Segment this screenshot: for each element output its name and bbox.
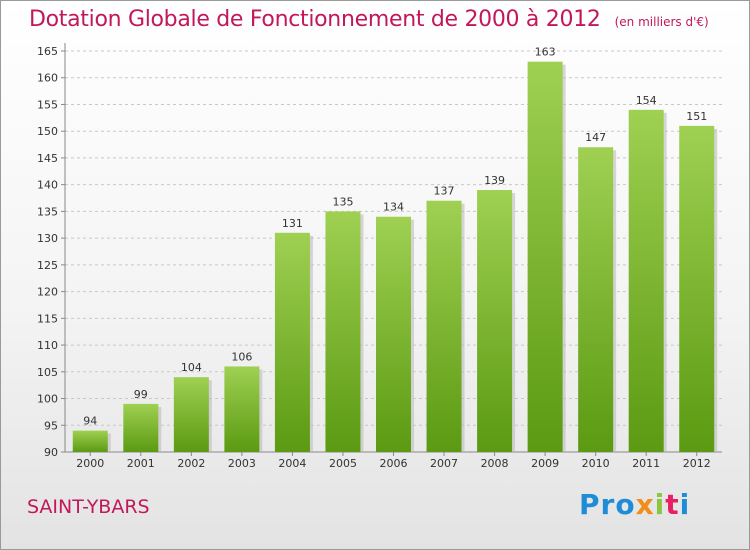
bar — [123, 403, 159, 452]
data-labels: 94 99 104 106 131 135 134 137 139 163 147 154 151 — [83, 46, 707, 428]
logo-part: i — [654, 488, 666, 521]
chart-title-text: Dotation Globale de Fonctionnement de 20… — [29, 7, 601, 32]
data-label: 99 — [134, 388, 148, 401]
bar — [173, 377, 209, 452]
data-label: 131 — [282, 217, 303, 230]
bar — [376, 216, 411, 452]
bar — [274, 232, 310, 452]
logo-part: x — [635, 488, 655, 521]
bar — [527, 61, 563, 453]
x-tick-label: 2008 — [481, 457, 509, 470]
chart-title: Dotation Globale de Fonctionnement de 20… — [29, 7, 709, 32]
data-label: 104 — [181, 361, 202, 374]
x-tick-label: 2009 — [531, 457, 559, 470]
data-label: 94 — [83, 415, 97, 428]
y-tick-label: 130 — [37, 232, 58, 245]
data-label: 137 — [434, 185, 455, 198]
data-label: 151 — [686, 110, 707, 123]
y-tick-label: 105 — [37, 366, 58, 379]
y-tick-label: 150 — [37, 125, 58, 138]
x-tick-label: 2011 — [632, 457, 660, 470]
x-tick-label: 2007 — [430, 457, 458, 470]
x-tick-label: 2002 — [177, 457, 205, 470]
bar — [578, 147, 614, 453]
y-tick-label: 165 — [37, 45, 58, 58]
y-tick-label: 100 — [37, 393, 58, 406]
y-tick-label: 155 — [37, 98, 58, 111]
y-tick-label: 160 — [37, 72, 58, 85]
data-label: 134 — [383, 201, 404, 214]
data-label: 106 — [231, 350, 252, 363]
axes: 90 95 100 105 110 115 120 125 130 135 140 145 150 155… — [37, 43, 722, 470]
chart-unit: (en milliers d'€) — [614, 15, 709, 29]
bar — [628, 109, 664, 453]
logo-part: Pro — [579, 488, 636, 521]
x-tick-label: 2001 — [127, 457, 155, 470]
x-tick-label: 2010 — [582, 457, 610, 470]
logo-part: t — [665, 488, 680, 521]
y-tick-label: 110 — [37, 339, 58, 352]
y-tick-label: 135 — [37, 205, 58, 218]
data-label: 139 — [484, 174, 505, 187]
y-tick-label: 140 — [37, 179, 58, 192]
y-tick-label: 120 — [37, 286, 58, 299]
y-tick-label: 115 — [37, 312, 58, 325]
logo-part: i — [679, 488, 691, 521]
data-label: 154 — [636, 94, 657, 107]
y-tick-label: 145 — [37, 152, 58, 165]
bar — [477, 190, 513, 452]
data-label: 163 — [535, 46, 556, 59]
data-label: 147 — [585, 131, 606, 144]
bar — [325, 211, 361, 452]
y-tick-label: 95 — [44, 419, 58, 432]
bar — [426, 200, 462, 452]
y-tick-label: 90 — [44, 446, 58, 459]
x-tick-label: 2006 — [380, 457, 408, 470]
bars — [72, 61, 718, 453]
x-tick-label: 2005 — [329, 457, 357, 470]
bar — [72, 430, 108, 452]
x-tick-label: 2004 — [278, 457, 306, 470]
x-tick-label: 2012 — [683, 457, 711, 470]
x-tick-label: 2003 — [228, 457, 256, 470]
commune-name: SAINT-YBARS — [27, 496, 150, 518]
bar — [679, 125, 715, 452]
y-tick-label: 125 — [37, 259, 58, 272]
bar — [224, 366, 260, 452]
x-tick-label: 2000 — [76, 457, 104, 470]
proxiti-logo[interactable]: Proxiti — [579, 488, 690, 521]
data-label: 135 — [332, 195, 353, 208]
